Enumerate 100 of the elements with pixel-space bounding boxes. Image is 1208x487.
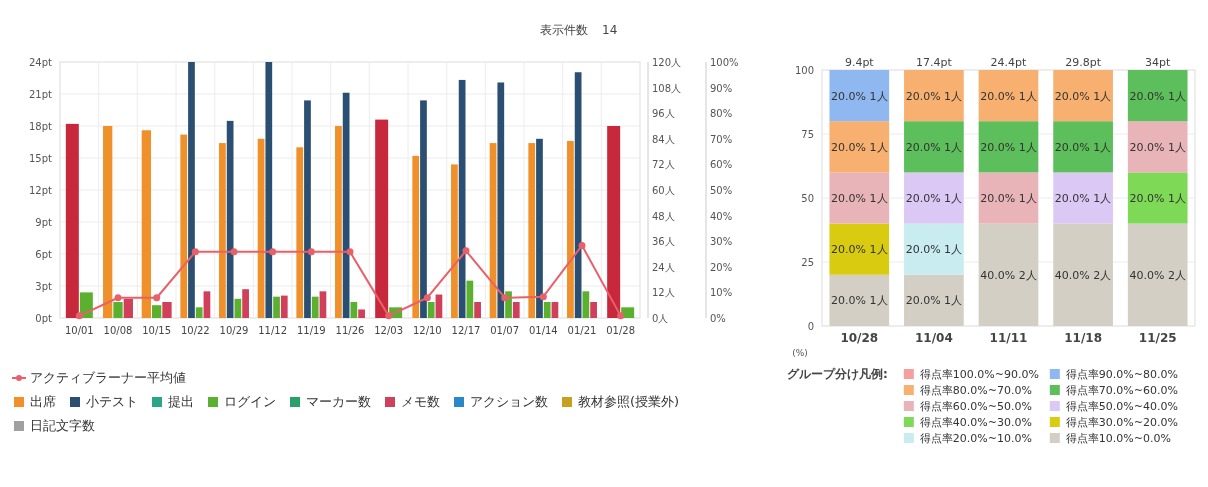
legend-label: メモ数: [401, 394, 440, 409]
legend-label: 得点率70.0%~60.0%: [1065, 384, 1178, 397]
point: [578, 241, 586, 249]
x-tick-label: 10/28: [840, 331, 879, 345]
point: [230, 248, 238, 256]
y2-tick-label: 48人: [652, 210, 675, 222]
y3-tick-label: 50%: [710, 185, 733, 196]
y-tick-label: 25: [801, 257, 814, 268]
legend-label: 出席: [30, 394, 56, 409]
y-axis-title: (%): [792, 348, 808, 358]
x-tick-label: 11/04: [915, 331, 953, 345]
y3-tick-label: 60%: [710, 159, 733, 171]
x-tick-label: 11/26: [335, 325, 365, 336]
data-label: 20.0% 1人: [980, 192, 1037, 205]
y-tick-label: 50: [801, 193, 814, 204]
data-label: 20.0% 1人: [980, 89, 1037, 103]
y3-tick-label: 0%: [710, 313, 726, 324]
data-label: 20.0% 1人: [1129, 89, 1186, 103]
y3-tick-label: 100%: [710, 57, 739, 68]
x-tick-label: 12/03: [374, 325, 404, 336]
annotation: 24.4pt: [990, 56, 1028, 69]
data-label: 20.0% 1人: [980, 140, 1037, 154]
annotation: 34pt: [1145, 56, 1172, 69]
y3-tick-label: 10%: [710, 287, 733, 299]
x-tick-label: 01/28: [606, 325, 636, 336]
legend-label: アクション数: [470, 394, 548, 409]
legend-label: 得点率20.0%~10.0%: [919, 432, 1032, 445]
y2-tick-label: 12人: [652, 287, 675, 299]
data-label: 20.0% 1人: [1054, 140, 1112, 154]
legend-label: 得点率100.0%~90.0%: [919, 368, 1039, 381]
y-tick-label: 0: [807, 321, 814, 332]
x-tick-label: 10/15: [142, 325, 172, 336]
y2-tick-label: 120人: [652, 57, 682, 68]
y3-tick-label: 80%: [710, 108, 733, 120]
x-tick-label: 10/08: [103, 325, 133, 336]
x-tick-label: 01/21: [567, 325, 597, 336]
data-label: 20.0% 1人: [1054, 89, 1112, 103]
data-label: 20.0% 1人: [831, 89, 888, 103]
y-tick-label: 21pt: [29, 89, 53, 100]
x-tick-label: 11/11: [989, 331, 1028, 345]
legend-label: 小テスト: [86, 394, 138, 409]
data-label: 40.0% 2人: [1129, 268, 1186, 282]
legend-label: 得点率50.0%~40.0%: [1065, 400, 1178, 413]
y2-tick-label: 0人: [652, 313, 669, 324]
data-label: 40.0% 2人: [980, 268, 1037, 282]
point: [462, 247, 470, 255]
text: 14: [602, 23, 618, 37]
data-label: 20.0% 1人: [831, 140, 888, 154]
y3-tick-label: 20%: [710, 261, 733, 273]
data-label: 40.0% 2人: [1054, 268, 1112, 282]
data-label: 20.0% 1人: [905, 192, 963, 205]
y-tick-label: 24pt: [29, 57, 53, 68]
x-tick-label: 10/29: [219, 325, 249, 336]
y-tick-label: 15pt: [29, 153, 53, 164]
y2-tick-label: 96人: [652, 108, 675, 120]
data-label: 20.0% 1人: [905, 140, 963, 154]
x-tick-label: 10/01: [64, 325, 94, 336]
data-label: 20.0% 1人: [905, 294, 963, 308]
annotation: 9.4pt: [844, 56, 875, 69]
point: [269, 248, 277, 256]
y3-tick-label: 30%: [710, 236, 733, 248]
y-tick-label: 3pt: [35, 281, 53, 292]
point: [385, 312, 393, 320]
y3-tick-label: 90%: [710, 82, 733, 94]
legend-label: 得点率40.0%~30.0%: [919, 416, 1032, 429]
legend-label: 得点率30.0%~20.0%: [1065, 416, 1178, 429]
legend-label: マーカー数: [306, 394, 371, 409]
y2-tick-label: 84人: [652, 133, 675, 145]
legend-label: 教材参照(授業外): [578, 394, 680, 409]
data-label: 20.0% 1人: [905, 89, 963, 103]
x-tick-label: 11/12: [258, 325, 288, 336]
data-label: 20.0% 1人: [831, 243, 888, 257]
x-tick-label: 10/22: [180, 325, 210, 336]
legend-label: 得点率10.0%~0.0%: [1065, 432, 1171, 445]
legend-label: 提出: [168, 394, 194, 409]
legend-title: グループ分け凡例:: [787, 367, 888, 381]
y2-tick-label: 72人: [652, 159, 675, 171]
data-label: 20.0% 1人: [831, 192, 888, 205]
y-tick-label: 12pt: [29, 185, 53, 196]
y-tick-label: 9pt: [35, 217, 53, 228]
data-label: 20.0% 1人: [831, 294, 888, 308]
annotation: 17.4pt: [916, 56, 953, 69]
y2-tick-label: 24人: [652, 261, 675, 273]
y-tick-label: 18pt: [29, 121, 53, 132]
x-tick-label: 01/14: [528, 325, 558, 336]
y2-tick-label: 108人: [652, 82, 682, 94]
y3-tick-label: 70%: [710, 133, 733, 145]
point: [501, 294, 509, 302]
point: [114, 294, 122, 302]
annotation: 29.8pt: [1065, 56, 1102, 69]
point: [539, 293, 547, 301]
point: [75, 312, 83, 320]
x-tick-label: 11/18: [1064, 331, 1102, 345]
point: [307, 248, 315, 256]
legend-label: 日記文字数: [30, 418, 95, 433]
x-tick-label: 01/07: [490, 325, 520, 336]
y-tick-label: 6pt: [35, 249, 53, 260]
x-tick-label: 11/25: [1138, 331, 1177, 345]
x-tick-label: 12/10: [412, 325, 442, 336]
point: [617, 312, 625, 320]
